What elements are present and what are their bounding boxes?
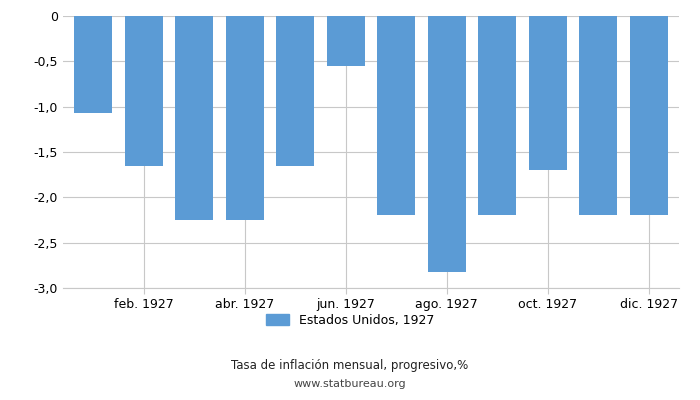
Bar (327, 16, 365, 66)
Text: www.statbureau.org: www.statbureau.org (294, 379, 406, 389)
Bar (428, 16, 466, 272)
Bar (528, 16, 567, 170)
Bar (226, 16, 264, 220)
Legend: Estados Unidos, 1927: Estados Unidos, 1927 (261, 309, 439, 332)
Bar (125, 16, 162, 166)
Text: Tasa de inflación mensual, progresivo,%: Tasa de inflación mensual, progresivo,% (232, 360, 468, 372)
Bar (478, 16, 516, 216)
Bar (74, 16, 112, 113)
Bar (377, 16, 415, 216)
Bar (580, 16, 617, 216)
Bar (175, 16, 214, 220)
Bar (276, 16, 314, 166)
Bar (630, 16, 668, 216)
